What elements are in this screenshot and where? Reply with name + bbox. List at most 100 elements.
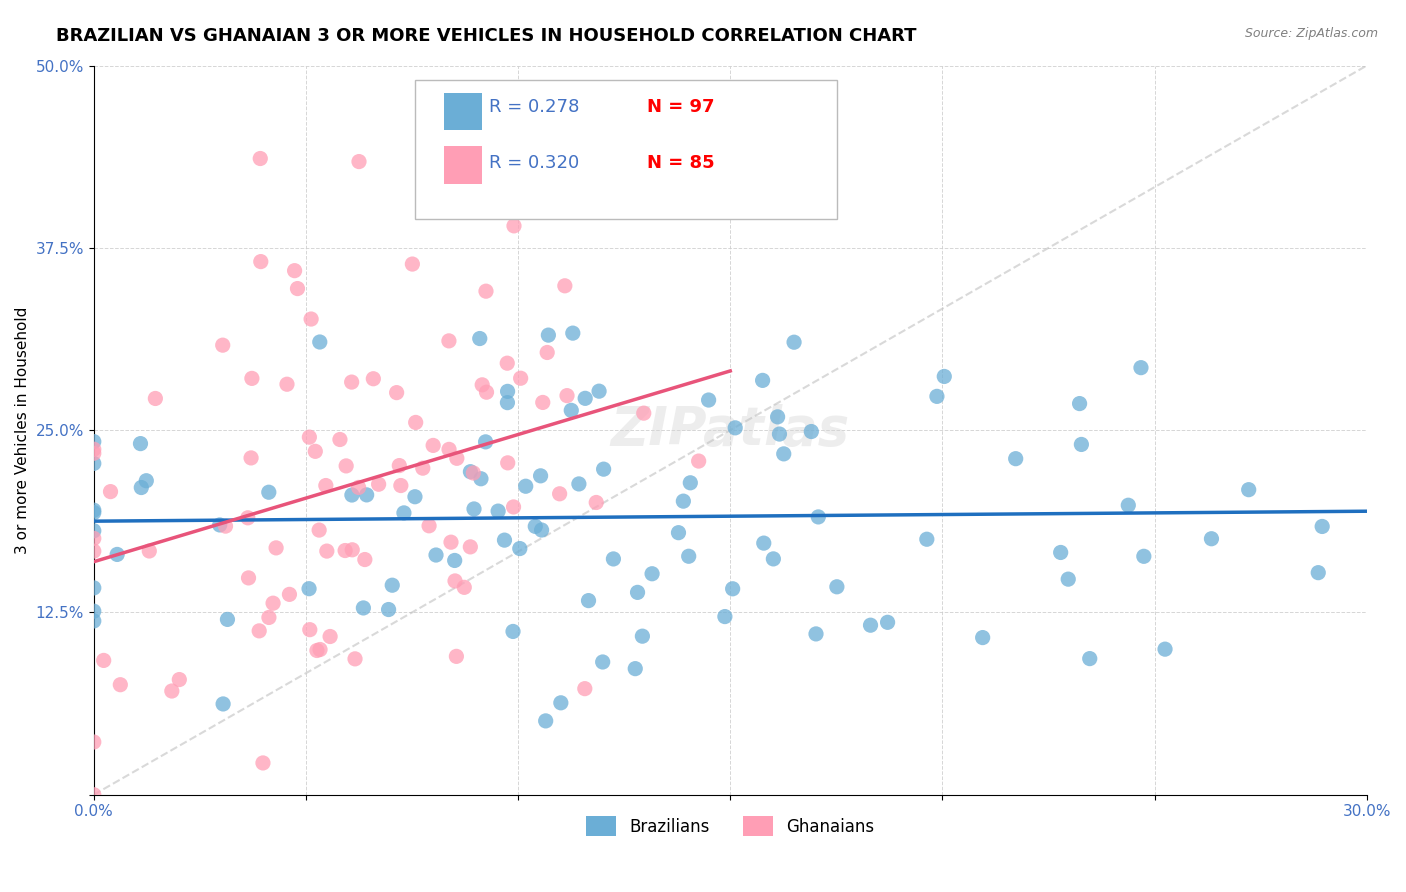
Point [1308, 566, 1330, 580]
Point [496, 384, 519, 399]
Point [453, 580, 475, 594]
Point [550, 696, 572, 710]
Point [804, 627, 827, 641]
Point [252, 756, 274, 770]
Point [585, 495, 607, 509]
Point [624, 662, 647, 676]
Point [1069, 396, 1091, 410]
Point [287, 282, 309, 296]
Point [783, 335, 806, 350]
Point [468, 332, 491, 346]
Point [249, 254, 271, 268]
Point [446, 451, 468, 466]
Point [1004, 451, 1026, 466]
Point [437, 334, 460, 348]
Text: Source: ZipAtlas.com: Source: ZipAtlas.com [1244, 27, 1378, 40]
Point [352, 601, 374, 615]
Point [502, 500, 524, 514]
Point [363, 372, 385, 386]
Point [560, 403, 582, 417]
Point [807, 510, 830, 524]
Point [262, 596, 284, 610]
Point [463, 466, 485, 480]
Point [679, 475, 702, 490]
Point [347, 480, 370, 494]
Point [444, 574, 467, 588]
Point [697, 392, 720, 407]
Point [83, 735, 105, 749]
Point [129, 481, 152, 495]
Point [800, 425, 823, 439]
Point [529, 468, 551, 483]
Point [83, 604, 105, 618]
Point [298, 582, 321, 596]
Point [257, 485, 280, 500]
Point [278, 587, 301, 601]
Point [475, 385, 498, 400]
Point [247, 624, 270, 638]
Point [1237, 483, 1260, 497]
Point [440, 535, 463, 549]
Point [588, 384, 610, 399]
Point [344, 652, 367, 666]
Point [211, 338, 233, 352]
Point [688, 454, 710, 468]
Point [83, 506, 105, 520]
Text: R = 0.278: R = 0.278 [489, 98, 579, 116]
Point [502, 624, 524, 639]
Point [138, 544, 160, 558]
Point [83, 614, 105, 628]
Point [264, 541, 287, 555]
Point [208, 517, 231, 532]
Point [212, 697, 235, 711]
Point [475, 284, 498, 298]
Point [145, 392, 167, 406]
Point [762, 552, 785, 566]
Point [536, 345, 558, 359]
Point [412, 461, 434, 475]
Point [315, 478, 337, 492]
Point [110, 678, 132, 692]
Point [972, 631, 994, 645]
Text: N = 97: N = 97 [647, 98, 714, 116]
Point [342, 542, 364, 557]
Point [299, 312, 322, 326]
Point [353, 552, 375, 566]
Point [405, 416, 427, 430]
Point [602, 552, 624, 566]
Point [825, 580, 848, 594]
Point [418, 518, 440, 533]
Text: BRAZILIAN VS GHANAIAN 3 OR MORE VEHICLES IN HOUSEHOLD CORRELATION CHART: BRAZILIAN VS GHANAIAN 3 OR MORE VEHICLES… [56, 27, 917, 45]
Point [83, 503, 105, 517]
Point [463, 502, 485, 516]
Point [1116, 498, 1139, 512]
Point [876, 615, 898, 630]
Point [425, 548, 447, 562]
Point [388, 458, 411, 473]
Point [238, 571, 260, 585]
Point [555, 389, 578, 403]
Point [751, 373, 773, 387]
Point [470, 472, 492, 486]
Point [340, 375, 363, 389]
Point [534, 714, 557, 728]
Point [135, 474, 157, 488]
Point [304, 444, 326, 458]
Point [537, 328, 560, 343]
Point [367, 477, 389, 491]
Point [392, 506, 415, 520]
Point [333, 543, 356, 558]
Legend: Brazilians, Ghanaians: Brazilians, Ghanaians [578, 807, 883, 845]
Point [678, 549, 700, 564]
Point [934, 369, 956, 384]
Y-axis label: 3 or more Vehicles in Household: 3 or more Vehicles in Household [15, 307, 30, 554]
Point [1070, 437, 1092, 451]
Point [377, 602, 399, 616]
Point [169, 673, 191, 687]
Point [925, 389, 948, 403]
Point [240, 450, 263, 465]
Point [298, 430, 321, 444]
Point [83, 581, 105, 595]
Point [1078, 651, 1101, 665]
Text: ZIPatlas: ZIPatlas [610, 404, 849, 456]
